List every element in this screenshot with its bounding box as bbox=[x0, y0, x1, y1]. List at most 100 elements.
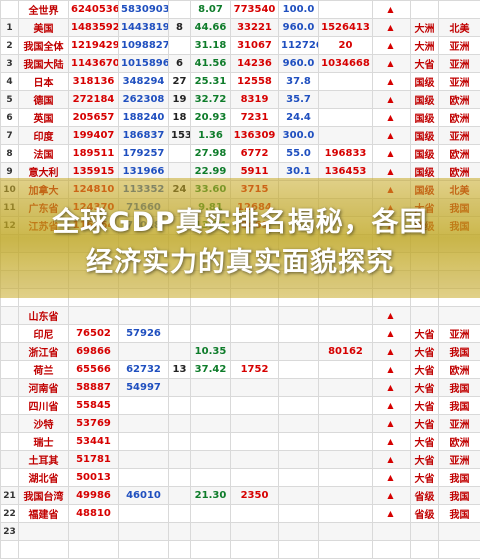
cell-rank-change bbox=[169, 505, 191, 523]
cell-trend: ▲ bbox=[373, 91, 411, 109]
cell-rank-change bbox=[169, 343, 191, 361]
cell-name: 日本 bbox=[19, 73, 69, 91]
cell-gdp: 51781 bbox=[69, 451, 119, 469]
cell-ppp bbox=[319, 505, 373, 523]
cell-gdp-prev bbox=[119, 433, 169, 451]
trend-arrow-icon: ▲ bbox=[387, 59, 393, 68]
cell-gdp: 55845 bbox=[69, 397, 119, 415]
cell-rank: 23 bbox=[1, 523, 19, 541]
trend-arrow-icon: ▲ bbox=[387, 473, 393, 482]
cell-area bbox=[279, 307, 319, 325]
cell-share bbox=[191, 505, 231, 523]
cell-rank-change bbox=[169, 541, 191, 559]
trend-arrow-icon: ▲ bbox=[387, 491, 393, 500]
cell-share bbox=[191, 433, 231, 451]
cell-level: 大洲 bbox=[411, 19, 439, 37]
cell-population: 1752 bbox=[231, 361, 279, 379]
cell-gdp-prev: 186837 bbox=[119, 127, 169, 145]
cell-population: 136309 bbox=[231, 127, 279, 145]
cell-level: 省级 bbox=[411, 505, 439, 523]
cell-rank-change bbox=[169, 1, 191, 19]
cell-population bbox=[231, 541, 279, 559]
cell-area bbox=[279, 361, 319, 379]
cell-area: 37.8 bbox=[279, 73, 319, 91]
cell-gdp-prev bbox=[119, 397, 169, 415]
cell-rank-change bbox=[169, 145, 191, 163]
cell-continent: 我国 bbox=[439, 469, 480, 487]
cell-continent: 我国 bbox=[439, 343, 480, 361]
cell-population bbox=[231, 325, 279, 343]
cell-trend bbox=[373, 523, 411, 541]
cell-trend: ▲ bbox=[373, 37, 411, 55]
cell-population bbox=[231, 451, 279, 469]
cell-rank bbox=[1, 541, 19, 559]
cell-name: 印度 bbox=[19, 127, 69, 145]
cell-gdp bbox=[69, 541, 119, 559]
cell-area bbox=[279, 379, 319, 397]
cell-population bbox=[231, 397, 279, 415]
cell-rank-change bbox=[169, 37, 191, 55]
cell-rank: 8 bbox=[1, 145, 19, 163]
cell-population bbox=[231, 433, 279, 451]
headline-line-2: 经济实力的真实面貌探究 bbox=[0, 240, 480, 279]
trend-arrow-icon: ▲ bbox=[387, 95, 393, 104]
cell-ppp: 196833 bbox=[319, 145, 373, 163]
cell-area: 35.7 bbox=[279, 91, 319, 109]
cell-continent: 亚洲 bbox=[439, 325, 480, 343]
cell-level: 大省 bbox=[411, 343, 439, 361]
cell-population: 33221 bbox=[231, 19, 279, 37]
cell-continent: 亚洲 bbox=[439, 55, 480, 73]
cell-ppp: 1526413 bbox=[319, 19, 373, 37]
cell-ppp: 20 bbox=[319, 37, 373, 55]
cell-rank bbox=[1, 451, 19, 469]
cell-trend: ▲ bbox=[373, 505, 411, 523]
trend-arrow-icon: ▲ bbox=[387, 23, 393, 32]
cell-level: 国级 bbox=[411, 127, 439, 145]
cell-share bbox=[191, 541, 231, 559]
cell-gdp-prev: 188240 bbox=[119, 109, 169, 127]
cell-share bbox=[191, 523, 231, 541]
cell-continent bbox=[439, 523, 480, 541]
cell-trend bbox=[373, 541, 411, 559]
cell-level: 大省 bbox=[411, 433, 439, 451]
cell-rank bbox=[1, 469, 19, 487]
cell-population: 7231 bbox=[231, 109, 279, 127]
cell-rank: 22 bbox=[1, 505, 19, 523]
cell-level: 国级 bbox=[411, 91, 439, 109]
cell-gdp: 50013 bbox=[69, 469, 119, 487]
cell-trend: ▲ bbox=[373, 397, 411, 415]
cell-gdp: 272184 bbox=[69, 91, 119, 109]
cell-gdp: 205657 bbox=[69, 109, 119, 127]
cell-gdp: 65566 bbox=[69, 361, 119, 379]
cell-rank-change bbox=[169, 397, 191, 415]
cell-trend: ▲ bbox=[373, 307, 411, 325]
cell-ppp bbox=[319, 541, 373, 559]
cell-share: 25.31 bbox=[191, 73, 231, 91]
cell-name: 瑞士 bbox=[19, 433, 69, 451]
cell-continent: 亚洲 bbox=[439, 37, 480, 55]
cell-share: 20.93 bbox=[191, 109, 231, 127]
cell-share bbox=[191, 307, 231, 325]
cell-gdp: 189511 bbox=[69, 145, 119, 163]
cell-rank: 2 bbox=[1, 37, 19, 55]
cell-rank bbox=[1, 1, 19, 19]
cell-ppp bbox=[319, 307, 373, 325]
cell-name bbox=[19, 523, 69, 541]
cell-population bbox=[231, 343, 279, 361]
cell-gdp-prev bbox=[119, 343, 169, 361]
cell-rank-change bbox=[169, 469, 191, 487]
cell-continent: 北美 bbox=[439, 19, 480, 37]
cell-share bbox=[191, 415, 231, 433]
cell-share bbox=[191, 325, 231, 343]
cell-area: 960.0 bbox=[279, 55, 319, 73]
cell-rank-change: 13 bbox=[169, 361, 191, 379]
cell-area: 1127266 bbox=[279, 37, 319, 55]
cell-population: 6772 bbox=[231, 145, 279, 163]
